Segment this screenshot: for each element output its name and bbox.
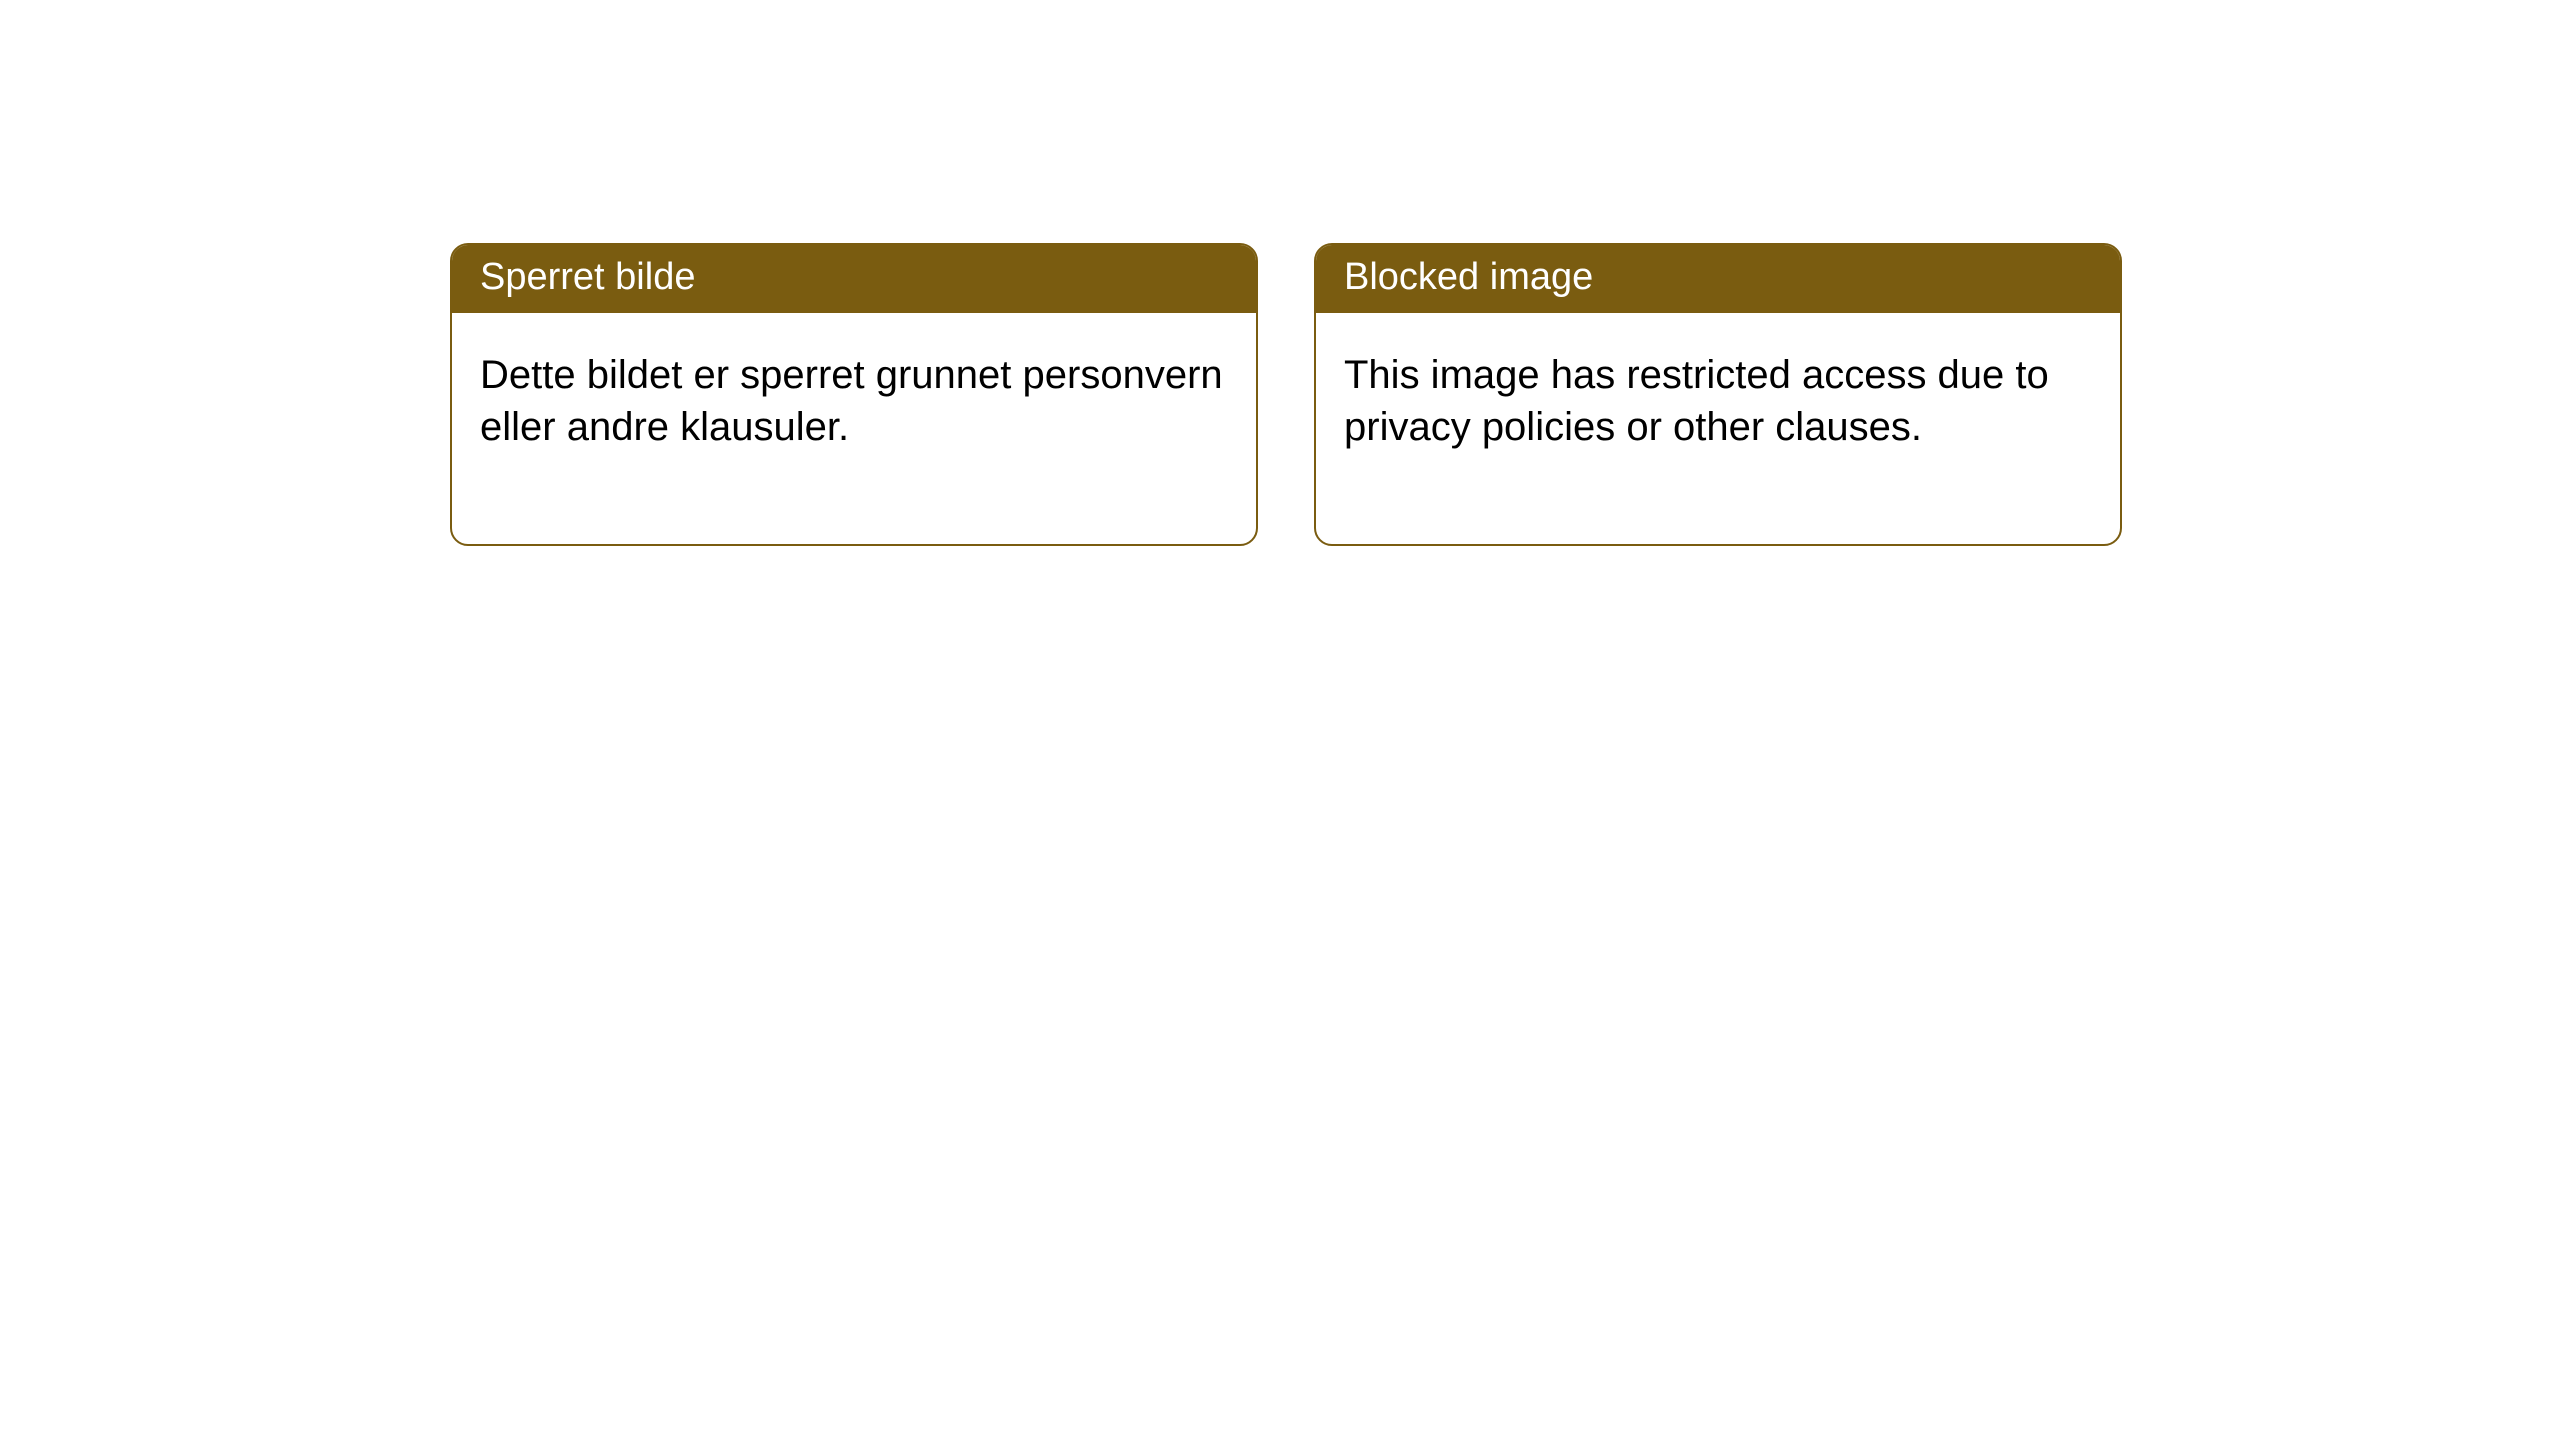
card-body: Dette bildet er sperret grunnet personve… — [452, 313, 1256, 545]
notice-container: Sperret bilde Dette bildet er sperret gr… — [450, 243, 2122, 546]
notice-card-norwegian: Sperret bilde Dette bildet er sperret gr… — [450, 243, 1258, 546]
notice-card-english: Blocked image This image has restricted … — [1314, 243, 2122, 546]
card-header: Blocked image — [1316, 245, 2120, 313]
card-body: This image has restricted access due to … — [1316, 313, 2120, 545]
card-header: Sperret bilde — [452, 245, 1256, 313]
